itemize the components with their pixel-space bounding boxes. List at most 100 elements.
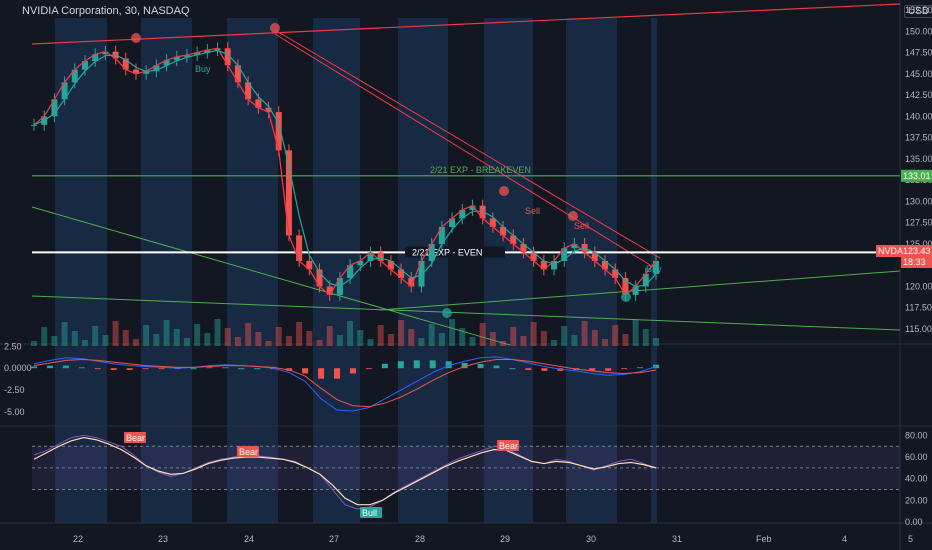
macd-histogram-bar [413, 360, 420, 369]
currency-badge[interactable]: USD [904, 5, 932, 18]
macd-signal-line [33, 358, 657, 408]
rsi-smooth-line [33, 436, 657, 506]
rsi-tick-label: 80.00 [905, 430, 928, 440]
volume-bar [224, 328, 231, 346]
candle-body [510, 235, 517, 244]
macd-histogram-bar [158, 368, 165, 370]
macd-histogram-bar [397, 361, 404, 369]
candle-body [367, 252, 374, 261]
volume-bar [479, 323, 486, 346]
volume-bar [214, 319, 221, 346]
candle-body [306, 260, 313, 270]
pivot-marker-5 [621, 292, 631, 302]
macd-histogram-bar [126, 368, 133, 370]
candle-body [81, 61, 88, 70]
volume-bar [245, 323, 252, 346]
macd-histogram-bar [238, 368, 245, 370]
pivot-marker-3 [568, 211, 578, 221]
volume-bar [500, 341, 507, 346]
volume-bar [428, 324, 435, 346]
volume-bar [255, 332, 262, 346]
candle-body [561, 248, 568, 261]
ticker-tag: NVDA [878, 246, 903, 256]
candle-body [316, 269, 323, 287]
rsi-tick-label: 20.00 [905, 495, 928, 505]
macd-tick-label: -5.00 [4, 407, 25, 417]
rsi-signal-bull: Bull [362, 508, 377, 518]
session-shade-1 [141, 18, 192, 523]
breakeven-price-tag: 133.01 [903, 171, 931, 181]
time-tick-label: 27 [329, 534, 339, 544]
macd-histogram-bar [525, 368, 532, 370]
volume-bar [285, 336, 292, 346]
volume-bar [357, 330, 364, 346]
candle-body [571, 243, 578, 249]
candle-body [387, 260, 394, 270]
volume-bar [418, 338, 425, 346]
macd-histogram-bar [318, 368, 325, 379]
trendline-red-top [31, 3, 901, 45]
macd-tick-label: 2.50 [4, 341, 22, 351]
candle-body [459, 209, 466, 219]
breakeven-price-tag-bg [901, 169, 932, 182]
pivot-marker-0 [131, 33, 141, 43]
volume-bar [622, 334, 629, 346]
volume-bar [234, 337, 241, 346]
candle-body [255, 99, 262, 108]
candle-body [163, 60, 170, 66]
volume-bar [489, 332, 496, 346]
trendline-red-down-2 [274, 33, 656, 269]
volume-bar [326, 326, 333, 346]
volume-bar [102, 335, 109, 346]
volume-bar [143, 325, 150, 346]
time-tick-label: Feb [756, 534, 772, 544]
price-tick-label: 117.50 [905, 303, 932, 313]
session-shade-6 [566, 18, 617, 523]
price-tick-label: 152.50 [905, 5, 932, 15]
macd-histogram-bar [334, 368, 341, 379]
candle-body [71, 69, 78, 83]
candle-body [642, 273, 649, 287]
macd-histogram-bar [589, 368, 596, 371]
candle-body [102, 51, 109, 55]
volume-bar [51, 336, 58, 346]
candle-body [296, 235, 303, 261]
price-tick-label: 150.00 [905, 26, 932, 36]
candle-body [438, 226, 445, 244]
volume-bar [438, 333, 445, 346]
volume-bar [306, 331, 313, 346]
volume-bar [653, 338, 659, 346]
volume-bar [632, 320, 639, 346]
pivot-marker-2 [499, 186, 509, 196]
price-tick-label: 147.50 [905, 48, 932, 58]
candle-body [204, 49, 211, 53]
time-tick-label: 31 [672, 534, 682, 544]
even-label: 2/21 EXP - EVEN [412, 247, 482, 257]
candle-body [653, 260, 659, 274]
countdown-tag: 18:33 [903, 257, 926, 267]
macd-histogram-bar [477, 363, 484, 369]
rsi-signal-bear: Bear [499, 441, 518, 451]
rsi-signal-bear: Bear [239, 447, 258, 457]
volume-bar [153, 334, 160, 346]
price-tick-label: 115.00 [905, 324, 932, 334]
candle-body [500, 226, 507, 236]
rsi-signal-bg [497, 440, 519, 451]
time-tick-label: 5 [908, 534, 913, 544]
macd-histogram-bar [365, 368, 372, 370]
macd-histogram-bar [142, 368, 149, 370]
macd-histogram-bar [46, 365, 53, 369]
volume-bar [173, 329, 180, 346]
candle-body [143, 71, 150, 74]
macd-histogram-bar [541, 368, 548, 371]
rsi-tick-label: 0.00 [905, 517, 923, 527]
macd-histogram-bar [445, 361, 452, 369]
candle-body [326, 286, 333, 295]
volume-bar [132, 339, 139, 346]
rsi-signal-bg [360, 507, 382, 518]
candle-body [153, 65, 160, 72]
candle-body [540, 260, 547, 270]
candle-body [602, 260, 609, 270]
candle-body [398, 269, 405, 278]
